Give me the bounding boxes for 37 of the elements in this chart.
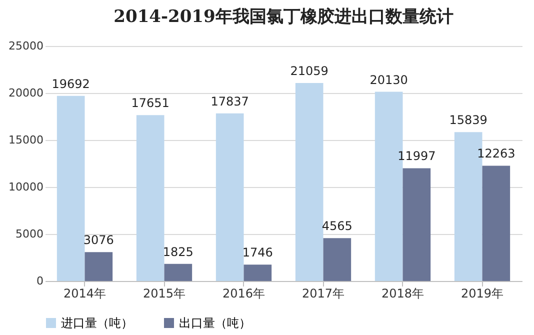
legend-label: 出口量（吨） (179, 316, 251, 330)
bar (216, 113, 244, 281)
data-label: 1746 (242, 246, 273, 260)
bar (136, 115, 164, 281)
y-tick-label: 10000 (8, 180, 44, 194)
legend-label: 进口量（吨） (61, 316, 133, 330)
x-tick-label: 2014年 (63, 286, 106, 300)
x-tick-label: 2017年 (302, 286, 345, 300)
y-tick-label: 25000 (8, 40, 44, 52)
bar (482, 166, 510, 281)
bar (402, 168, 431, 281)
y-tick-label: 20000 (8, 86, 44, 100)
data-label: 17651 (131, 96, 170, 110)
x-tick-label: 2018年 (381, 286, 424, 300)
y-tick-label: 0 (36, 274, 44, 288)
x-tick-label: 2019年 (460, 286, 504, 300)
data-label: 4565 (322, 219, 352, 234)
bar (295, 83, 324, 281)
data-label: 3076 (83, 233, 114, 248)
bar (164, 264, 192, 281)
y-tick-label: 5000 (16, 228, 44, 240)
y-tick-label: 15000 (8, 134, 44, 146)
bar (84, 252, 113, 281)
data-label: 19692 (52, 76, 90, 91)
chart-title: 2014-2019年我国氯丁橡胶进出口数量统计 (114, 7, 454, 27)
data-label: 12263 (477, 146, 516, 161)
data-label: 17837 (210, 94, 249, 108)
data-label: 20130 (370, 72, 408, 87)
bar (244, 264, 272, 281)
bar (323, 238, 352, 281)
data-label: 11997 (398, 149, 436, 164)
x-tick-label: 2016年 (222, 286, 266, 300)
data-label: 15839 (449, 113, 488, 128)
bar (56, 96, 85, 281)
x-tick-label: 2015年 (142, 286, 186, 300)
data-label: 1825 (162, 244, 194, 259)
data-label: 21059 (290, 64, 328, 78)
